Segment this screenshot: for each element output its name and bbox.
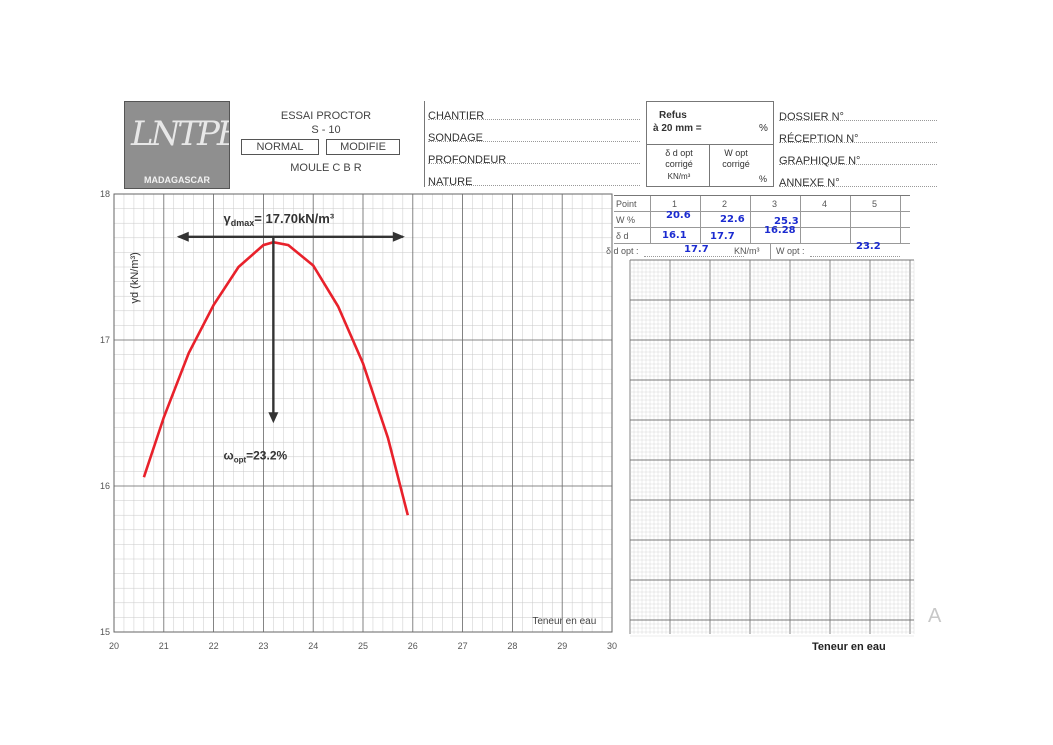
x-tick-label: 29 <box>557 641 567 651</box>
x-tick-label: 26 <box>408 641 418 651</box>
x-tick-label: 25 <box>358 641 368 651</box>
w-value-1: 20.6 <box>666 210 691 221</box>
w-value-2: 22.6 <box>720 214 745 225</box>
w-opt-percent: % <box>759 174 768 184</box>
point-number: 4 <box>822 199 828 209</box>
gamma-value-1: 16.1 <box>662 230 687 241</box>
y-tick-label: 16 <box>100 481 110 491</box>
modifie-checkbox[interactable]: MODIFIE <box>326 139 400 155</box>
test-title-box: ESSAI PROCTOR S - 10 NORMAL MODIFIE MOUL… <box>230 101 422 187</box>
x-tick-label: 27 <box>458 641 468 651</box>
w-opt-label: W opt : <box>776 246 805 256</box>
w-opt-corrige-label: W opt corrigé <box>722 148 750 169</box>
omega-opt-annotation: ωopt=23.2% <box>224 449 288 465</box>
mould-label: MOULE C B R <box>290 162 362 174</box>
dossier-box: DOSSIER N° RÉCEPTION N° GRAPHIQUE N° ANN… <box>774 101 942 189</box>
tick-labels: 20 21 22 23 24 25 26 27 28 29 30 15 16 17 18 <box>100 189 617 651</box>
test-title: ESSAI PROCTOR <box>280 110 372 122</box>
gamma-value-3: 16.28 <box>764 225 796 236</box>
dossier-label: DOSSIER N° <box>779 111 844 123</box>
lntpb-logo: LNTPB MADAGASCAR <box>124 101 230 189</box>
gamma-opt-unit: KN/m³ <box>667 172 691 181</box>
point-number: 3 <box>772 199 778 209</box>
watermark-letter: A <box>928 605 942 627</box>
logo-country: MADAGASCAR <box>144 175 210 185</box>
x-tick-label: 30 <box>607 641 617 651</box>
y-tick-label: 17 <box>100 335 110 345</box>
profondeur-label: PROFONDEUR <box>428 154 507 166</box>
x-tick-label: 24 <box>308 641 318 651</box>
arrowhead-right <box>392 231 405 242</box>
logo-letters: LNTPB <box>131 114 230 154</box>
refus-20mm: à 20 mm = <box>653 123 702 134</box>
site-info-box: CHANTIER SONDAGE PROFONDEUR NATURE <box>424 101 647 188</box>
point-number: 2 <box>722 199 728 209</box>
sondage-label: SONDAGE <box>428 132 484 144</box>
row-label-w: W % <box>616 215 635 225</box>
w-value-3: 25.3 <box>774 216 799 227</box>
omega-value: =23.2% <box>246 449 287 463</box>
chantier-label: CHANTIER <box>428 110 485 122</box>
proctor-chart: 20 21 22 23 24 25 26 27 28 29 30 15 16 17 18 γdmax= 17… <box>100 189 617 651</box>
gamma-value-2: 17.7 <box>710 231 735 242</box>
reception-label: RÉCEPTION N° <box>779 133 859 145</box>
x-tick-label: 28 <box>507 641 517 651</box>
normal-checkbox[interactable]: NORMAL <box>241 139 319 155</box>
x-tick-label: 22 <box>209 641 219 651</box>
blank-graph-grid <box>629 259 915 637</box>
graphique-label: GRAPHIQUE N° <box>779 155 861 167</box>
arrows <box>176 231 405 424</box>
arrowhead-down <box>268 412 279 424</box>
gamma-opt-corrige-label: δ d opt corrigé <box>665 148 693 169</box>
gamma-value: = 17.70kN/m³ <box>254 211 335 226</box>
gamma-opt-value: 17.7 <box>684 244 709 255</box>
y-axis-label: γd (kN/m³) <box>129 252 141 303</box>
right-xlabel: Teneur en eau <box>812 641 886 653</box>
plot-border <box>113 193 613 633</box>
omega-sub: opt <box>234 456 247 465</box>
x-tick-label: 21 <box>159 641 169 651</box>
x-axis-label: Teneur en eau <box>532 616 596 627</box>
x-tick-label: 23 <box>258 641 268 651</box>
nature-label: NATURE <box>428 176 473 188</box>
x-tick-label: 20 <box>109 641 119 651</box>
w-opt-value: 23.2 <box>856 241 881 252</box>
refus-percent: % <box>759 123 768 134</box>
gamma-sub: dmax <box>231 218 255 228</box>
annexe-label: ANNEXE N° <box>779 177 840 189</box>
point-number: 5 <box>872 199 878 209</box>
points-table: Point W % δ d 1 2 3 4 5 20.6 22.6 25.3 1… <box>614 195 910 244</box>
refus-label: Refus <box>659 110 687 121</box>
sample-id: S - 10 <box>311 124 341 136</box>
gamma-opt-label: δ d opt : <box>606 246 639 256</box>
gamma-dmax-annotation: γdmax= 17.70kN/m³ <box>224 211 335 228</box>
row-label-gamma: δ d <box>616 231 629 241</box>
gamma-opt-unit: KN/m³ <box>734 246 760 256</box>
point-number: 1 <box>672 199 678 209</box>
optimum-row: δ d opt : 17.7 KN/m³ W opt : 23.2 <box>604 241 910 259</box>
major-grid <box>113 193 613 633</box>
y-tick-label: 18 <box>100 189 110 199</box>
y-tick-label: 15 <box>100 627 110 637</box>
arrowhead-left <box>176 231 189 242</box>
refus-box: Refus à 20 mm = % δ d opt corrigé KN/m³ … <box>646 101 774 187</box>
row-label-point: Point <box>616 199 637 209</box>
